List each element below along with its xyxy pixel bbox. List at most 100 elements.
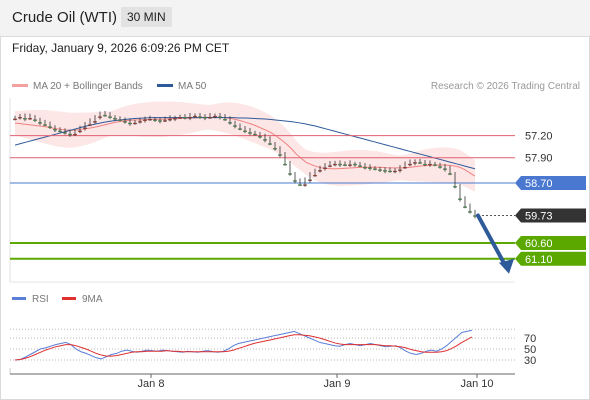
candle-body bbox=[453, 186, 457, 188]
candle-body bbox=[353, 163, 357, 166]
candle-body bbox=[368, 167, 372, 169]
candle-body bbox=[178, 117, 182, 119]
header-bar: Crude Oil (WTI) 30 MIN bbox=[0, 0, 590, 37]
candle-body bbox=[208, 117, 212, 119]
candle-body bbox=[298, 184, 302, 186]
candle bbox=[388, 167, 392, 173]
candle bbox=[358, 162, 362, 168]
candle-body bbox=[188, 117, 192, 119]
candle bbox=[213, 113, 217, 119]
candle-body bbox=[468, 211, 472, 213]
candle bbox=[193, 113, 197, 118]
candle bbox=[398, 165, 402, 173]
candle bbox=[68, 129, 72, 137]
level-label-57-90: 57.90 bbox=[525, 153, 553, 165]
candle bbox=[218, 113, 222, 120]
candle-body bbox=[268, 143, 272, 145]
candle bbox=[138, 117, 142, 124]
candle bbox=[113, 115, 117, 122]
candle-body bbox=[348, 164, 352, 166]
ma20-swatch bbox=[12, 83, 28, 87]
candle-body bbox=[373, 168, 377, 170]
candle bbox=[283, 152, 287, 166]
candle bbox=[203, 114, 207, 121]
candle bbox=[303, 177, 307, 187]
candle bbox=[63, 128, 67, 135]
candle bbox=[173, 115, 177, 122]
candle-body bbox=[88, 124, 92, 126]
candle-body bbox=[233, 125, 237, 127]
candle-body bbox=[113, 118, 117, 120]
candle bbox=[133, 119, 137, 125]
candle bbox=[148, 115, 152, 121]
candle bbox=[448, 165, 452, 176]
candle bbox=[308, 172, 312, 183]
candle-body bbox=[168, 119, 172, 121]
candle-body bbox=[18, 117, 22, 119]
credit-text: Research © 2026 Trading Central bbox=[430, 81, 580, 92]
timeframe-badge[interactable]: 30 MIN bbox=[121, 7, 172, 27]
candle-body bbox=[293, 180, 297, 182]
ma20-line bbox=[14, 116, 476, 177]
candle bbox=[253, 130, 257, 136]
candle bbox=[298, 178, 302, 187]
candle bbox=[143, 116, 147, 123]
candle bbox=[443, 164, 447, 172]
candle bbox=[98, 111, 102, 120]
candle bbox=[153, 117, 157, 123]
candle-body bbox=[53, 129, 57, 131]
candle-body bbox=[13, 118, 17, 121]
candle bbox=[183, 114, 187, 120]
candle-body bbox=[143, 119, 147, 121]
candle-body bbox=[128, 122, 132, 125]
legend-label-ma20: MA 20 + Bollinger Bands bbox=[33, 81, 143, 92]
candle-body bbox=[428, 163, 432, 166]
x-tick-label: Jan 9 bbox=[324, 378, 351, 390]
candle bbox=[178, 114, 182, 119]
candle-body bbox=[78, 130, 82, 133]
candle-body bbox=[333, 163, 337, 166]
level-label-59-73: 59.73 bbox=[525, 211, 553, 223]
rsi-level-label-70: 70 bbox=[524, 333, 536, 345]
candle-body bbox=[418, 162, 422, 164]
candle-body bbox=[283, 163, 287, 166]
candle bbox=[343, 161, 347, 167]
candle-body bbox=[43, 124, 47, 126]
candle-body bbox=[63, 132, 67, 134]
candle bbox=[233, 120, 237, 129]
candle bbox=[268, 136, 272, 146]
candle bbox=[258, 132, 262, 139]
candle bbox=[393, 168, 397, 174]
rsi-legend-label: RSI bbox=[32, 294, 49, 305]
candle-body bbox=[183, 117, 187, 119]
candle bbox=[198, 113, 202, 119]
level-tag-60-60 bbox=[515, 236, 586, 250]
candle bbox=[128, 118, 132, 126]
candle-body bbox=[433, 164, 437, 166]
candle bbox=[18, 114, 22, 120]
candle-body bbox=[328, 165, 332, 167]
candle-body bbox=[308, 179, 312, 181]
candle-body bbox=[378, 169, 382, 171]
candle bbox=[263, 133, 267, 143]
candle bbox=[433, 161, 437, 167]
candle-body bbox=[103, 114, 107, 117]
candle-body bbox=[408, 163, 412, 166]
candle bbox=[123, 117, 127, 124]
candle bbox=[328, 161, 332, 168]
candle bbox=[53, 125, 57, 133]
candle-body bbox=[133, 122, 137, 125]
candle bbox=[458, 184, 462, 202]
legend-ma20-bollinger: MA 20 + Bollinger Bands bbox=[12, 81, 143, 92]
candle bbox=[73, 129, 77, 136]
candle-body bbox=[423, 163, 427, 166]
ma50-swatch bbox=[157, 83, 173, 87]
candle bbox=[273, 141, 277, 151]
candle bbox=[293, 171, 297, 184]
candle-body bbox=[448, 173, 452, 175]
candle bbox=[58, 127, 62, 133]
candle-body bbox=[28, 118, 32, 120]
candle bbox=[248, 127, 252, 136]
candle-body bbox=[438, 166, 442, 168]
